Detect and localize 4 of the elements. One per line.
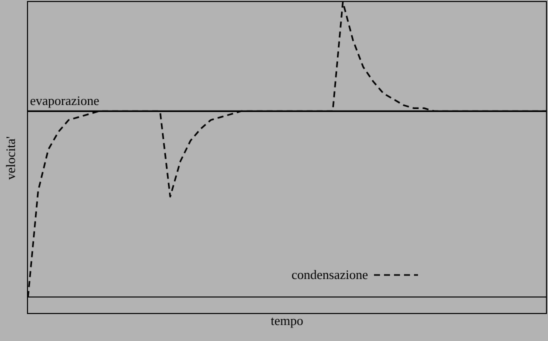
y-axis-title: velocita' <box>3 136 19 180</box>
series-label: evaporazione <box>30 93 100 108</box>
x-axis-title: tempo <box>270 313 304 328</box>
legend-label: condensazione <box>291 267 368 283</box>
